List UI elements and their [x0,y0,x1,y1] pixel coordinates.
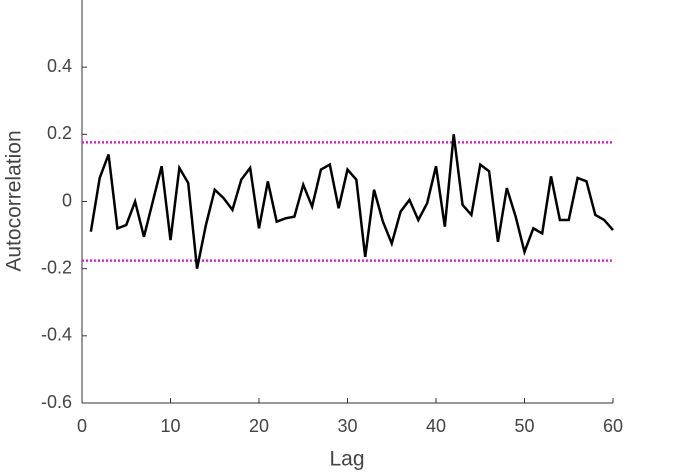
y-tick-label: 0 [62,190,72,210]
y-tick-label: -0.6 [41,392,72,412]
y-tick-label: -0.4 [41,325,72,345]
y-axis-label: Autocorrelation [3,130,26,271]
x-tick-label: 20 [249,416,269,436]
y-tick-label: 0.2 [47,123,72,143]
x-tick-label: 0 [77,416,87,436]
x-tick-label: 30 [337,416,357,436]
x-axis-label: Lag [329,448,364,471]
y-tick-label: -0.2 [41,257,72,277]
y-tick-label: 0.4 [47,56,72,76]
x-tick-label: 60 [603,416,623,436]
x-tick-label: 50 [514,416,534,436]
acf-line [89,134,614,269]
x-tick-label: 40 [426,416,446,436]
x-tick-label: 10 [160,416,180,436]
